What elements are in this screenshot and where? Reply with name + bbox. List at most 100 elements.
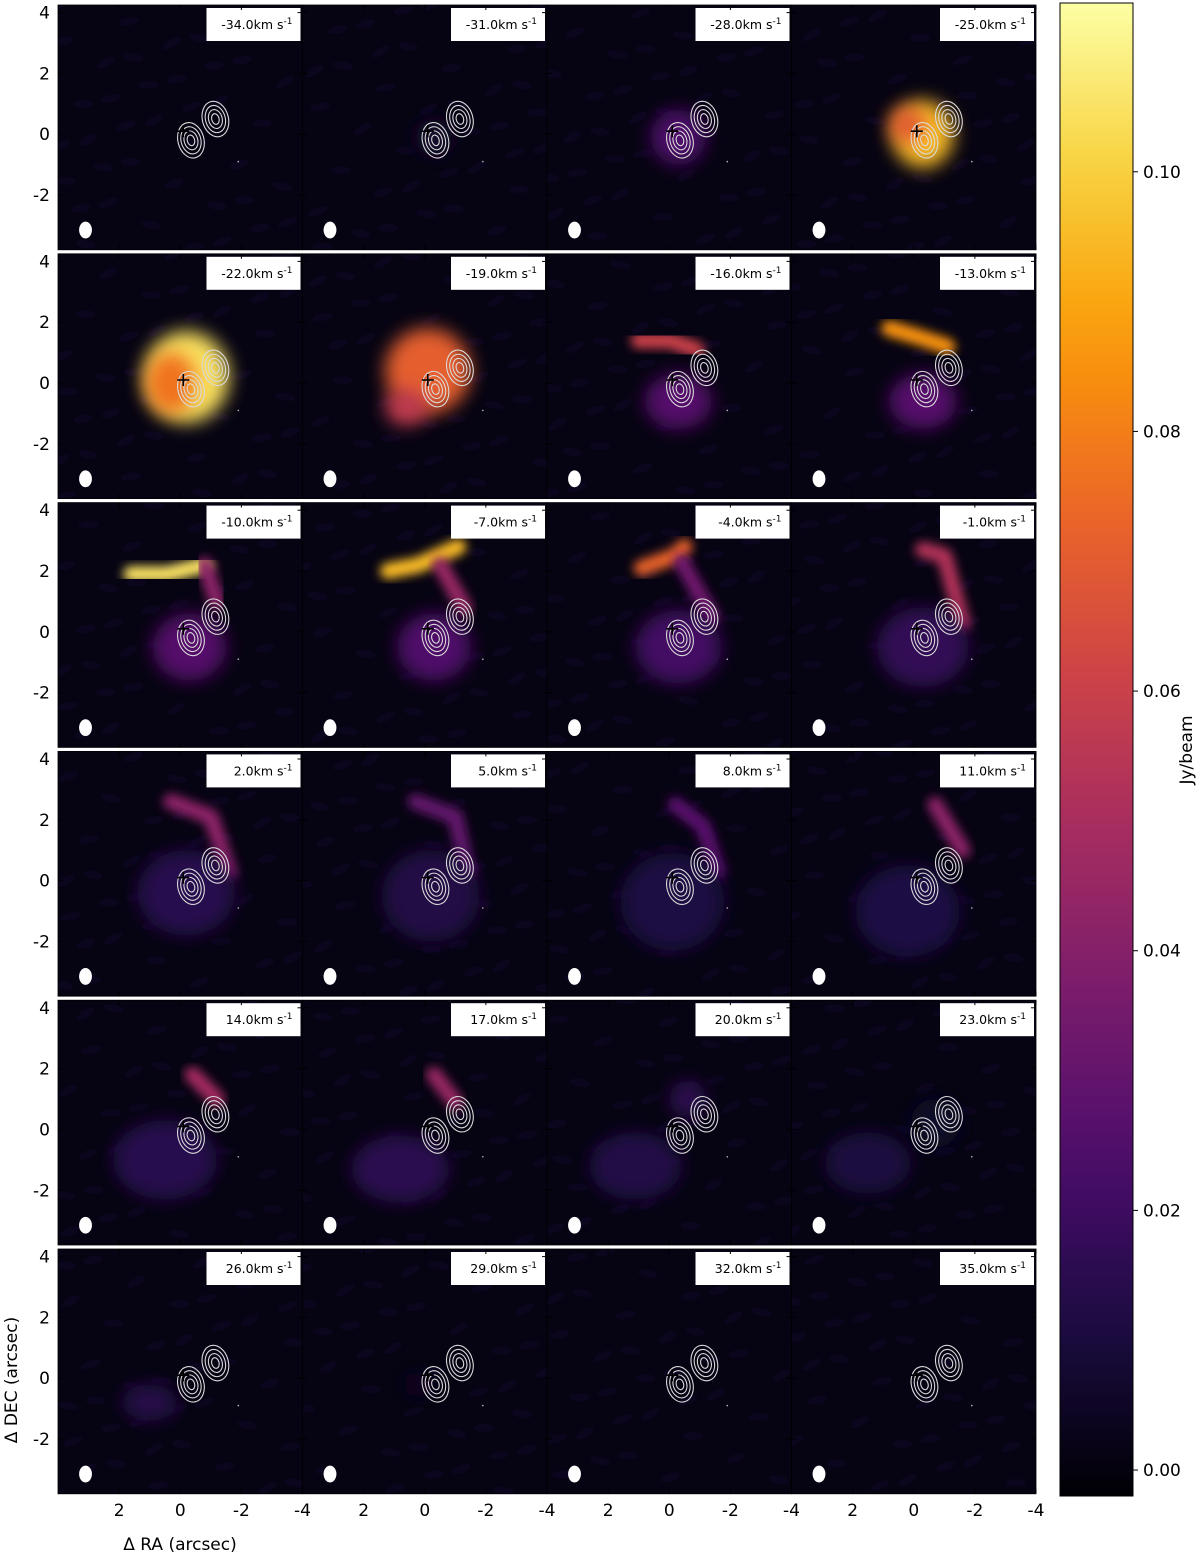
- noise-feature: [1000, 1127, 1021, 1137]
- noise-feature: [466, 1176, 486, 1187]
- noise-feature: [182, 101, 202, 112]
- noise-feature: [405, 1232, 426, 1241]
- continuum-contour: [452, 1353, 468, 1374]
- noise-feature: [741, 466, 762, 476]
- channel-panel: 20.0km s-1: [546, 999, 792, 1246]
- noise-feature: [280, 813, 300, 822]
- noise-feature: [721, 88, 741, 98]
- velocity-label: 26.0km s-1: [226, 1261, 293, 1276]
- noise-feature: [466, 477, 487, 487]
- noise-feature: [1005, 1478, 1026, 1487]
- noise-feature: [312, 1327, 333, 1336]
- continuum-contour: [920, 880, 929, 893]
- noise-feature: [443, 204, 464, 213]
- continuum-contour: [452, 855, 468, 876]
- noise-feature: [761, 214, 781, 225]
- noise-feature: [636, 987, 655, 997]
- noise-feature: [660, 843, 681, 852]
- noise-feature: [724, 1311, 743, 1324]
- noise-feature: [398, 41, 419, 51]
- noise-feature: [73, 414, 94, 424]
- noise-feature: [257, 1168, 277, 1179]
- channel-panel: 14.0km s-1 4 2 0 -2: [33, 999, 303, 1246]
- noise-feature: [960, 1316, 981, 1325]
- emission-filament: [630, 332, 705, 358]
- emission-blob: [855, 865, 960, 957]
- noise-feature: [708, 1285, 728, 1296]
- noise-feature: [470, 371, 488, 384]
- noise-feature: [204, 61, 225, 70]
- noise-feature: [547, 174, 560, 183]
- y-tick-label: 2: [39, 562, 50, 582]
- continuum-contour: [700, 859, 709, 872]
- noise-feature: [549, 1015, 570, 1024]
- noise-feature: [1022, 559, 1036, 572]
- phase-center-marker: [666, 1369, 679, 1382]
- noise-feature: [849, 788, 870, 797]
- emission-layer: [58, 253, 300, 499]
- noise-feature: [590, 826, 610, 837]
- continuum-contour: [675, 1129, 685, 1142]
- continuum-contour: [693, 851, 716, 880]
- noise-feature: [58, 1191, 76, 1200]
- noise-feature: [568, 551, 587, 564]
- noise-feature: [570, 761, 589, 774]
- noise-feature: [102, 722, 120, 735]
- velocity-label: 5.0km s-1: [478, 763, 537, 778]
- noise-feature: [848, 1205, 866, 1219]
- noise-feature: [872, 1062, 893, 1071]
- noise-feature: [890, 284, 910, 295]
- phase-center-marker: [666, 871, 679, 884]
- noise-feature: [83, 1185, 104, 1194]
- noise-feature: [534, 1053, 547, 1063]
- emission-layer: [547, 256, 789, 498]
- noise-feature: [887, 704, 908, 714]
- continuum-contour: [201, 100, 230, 138]
- noise-feature: [403, 1092, 424, 1101]
- reference-dot: [237, 1156, 240, 1158]
- channel-panel: -25.0km s-1: [791, 4, 1037, 251]
- noise-feature: [830, 1038, 849, 1051]
- continuum-contour: [941, 357, 957, 378]
- noise-feature: [306, 64, 324, 78]
- noise-feature: [75, 624, 96, 634]
- noise-feature: [279, 1128, 300, 1137]
- noise-feature: [746, 1202, 767, 1211]
- noise-feature: [277, 917, 298, 926]
- reference-dot: [971, 160, 973, 163]
- noise-feature: [915, 769, 935, 778]
- noise-feature: [575, 1427, 594, 1440]
- noise-feature: [58, 387, 79, 396]
- velocity-label: -28.0km s-1: [710, 17, 781, 32]
- continuum-contour: [452, 357, 468, 378]
- noise-feature: [143, 815, 164, 825]
- noise-feature: [358, 1249, 378, 1254]
- noise-feature: [547, 488, 560, 498]
- velocity-label-box: [206, 256, 301, 290]
- noise-feature: [80, 660, 101, 670]
- noise-feature: [194, 1397, 214, 1409]
- colorbar-tick-label: 0.10: [1143, 163, 1181, 183]
- emission-layer: [791, 1253, 1036, 1491]
- y-tick-label: -2: [33, 1430, 50, 1450]
- noise-feature: [799, 135, 820, 145]
- reference-dot: [237, 907, 240, 909]
- noise-feature: [1006, 847, 1025, 860]
- noise-feature: [791, 1225, 801, 1238]
- noise-feature: [509, 569, 529, 580]
- noise-feature: [973, 433, 993, 444]
- reference-dot: [971, 409, 973, 412]
- velocity-label: -10.0km s-1: [221, 515, 292, 530]
- noise-feature: [121, 157, 142, 166]
- noise-feature: [491, 332, 512, 341]
- continuum-contour: [938, 851, 960, 880]
- noise-feature: [615, 1310, 636, 1320]
- beam-ellipse: [568, 1216, 581, 1234]
- beam-ellipse: [568, 719, 581, 737]
- continuum-contour: [180, 623, 202, 653]
- noise-feature: [58, 771, 78, 782]
- noise-feature: [214, 1461, 235, 1471]
- noise-feature: [843, 540, 861, 553]
- noise-feature: [801, 345, 822, 355]
- noise-feature: [466, 548, 487, 557]
